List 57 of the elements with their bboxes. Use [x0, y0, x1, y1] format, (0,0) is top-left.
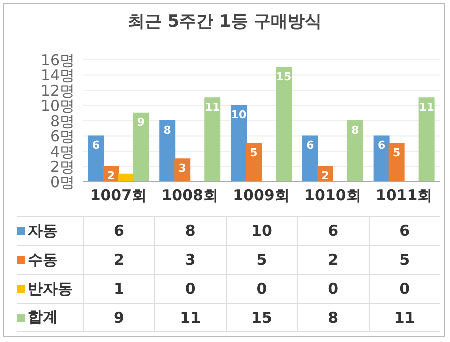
data-label: 10	[231, 108, 248, 122]
bar	[160, 120, 176, 182]
text: 5	[368, 245, 440, 274]
data-label: 9	[137, 116, 146, 130]
bar	[302, 136, 318, 182]
data-label: 8	[352, 124, 360, 137]
text: 8	[154, 216, 226, 245]
bar	[133, 112, 150, 182]
bar	[347, 120, 364, 182]
bar	[276, 67, 292, 182]
legend-label: 자동	[28, 222, 58, 240]
text: 6	[368, 216, 440, 245]
text: 2	[83, 245, 154, 274]
x-tick-label: 1010회	[304, 186, 362, 205]
data-label: 11	[204, 100, 220, 114]
text: 9	[83, 303, 154, 332]
text: 0	[154, 274, 226, 303]
text: 11	[154, 303, 226, 332]
bar	[388, 143, 405, 182]
x-tick-label: 1011회	[376, 186, 433, 205]
bar	[88, 136, 104, 182]
x-tick-label: 1008회	[162, 186, 218, 205]
bar	[418, 98, 435, 182]
data-label: 5	[250, 146, 258, 160]
data-label: 2	[107, 170, 116, 183]
data-label: 2	[322, 170, 330, 183]
text: 10	[226, 216, 298, 245]
data-label: 5	[392, 146, 401, 160]
y-tick-label: 16명	[40, 51, 75, 70]
text: 8	[297, 303, 369, 332]
text: 6	[297, 216, 369, 245]
data-label: 8	[164, 124, 172, 137]
data-label: 11	[419, 100, 434, 114]
text: 0	[368, 274, 440, 303]
text: 2	[297, 245, 369, 274]
text: 15	[226, 303, 298, 332]
text: 3	[154, 245, 226, 274]
bar	[231, 105, 248, 182]
x-tick-label: 1007회	[90, 186, 148, 205]
data-label: 6	[378, 139, 386, 152]
x-tick-label: 1009회	[233, 186, 290, 205]
text: 1	[83, 274, 154, 303]
text: 0	[297, 274, 369, 303]
data-label: 3	[178, 162, 186, 175]
text: 5	[226, 245, 298, 274]
text: 0	[226, 274, 298, 303]
text: 6	[83, 216, 154, 245]
bar	[246, 143, 262, 182]
data-label: 6	[306, 139, 315, 152]
data-label: 6	[92, 139, 100, 152]
legend-label: 반자동	[28, 280, 73, 298]
bar	[204, 98, 221, 182]
legend-label: 수동	[28, 250, 58, 270]
data-label: 15	[276, 70, 292, 84]
text: 11	[368, 303, 440, 332]
chart-title: 최근 5주간 1등 구매방식	[126, 11, 324, 33]
legend-label: 합계	[28, 308, 58, 327]
